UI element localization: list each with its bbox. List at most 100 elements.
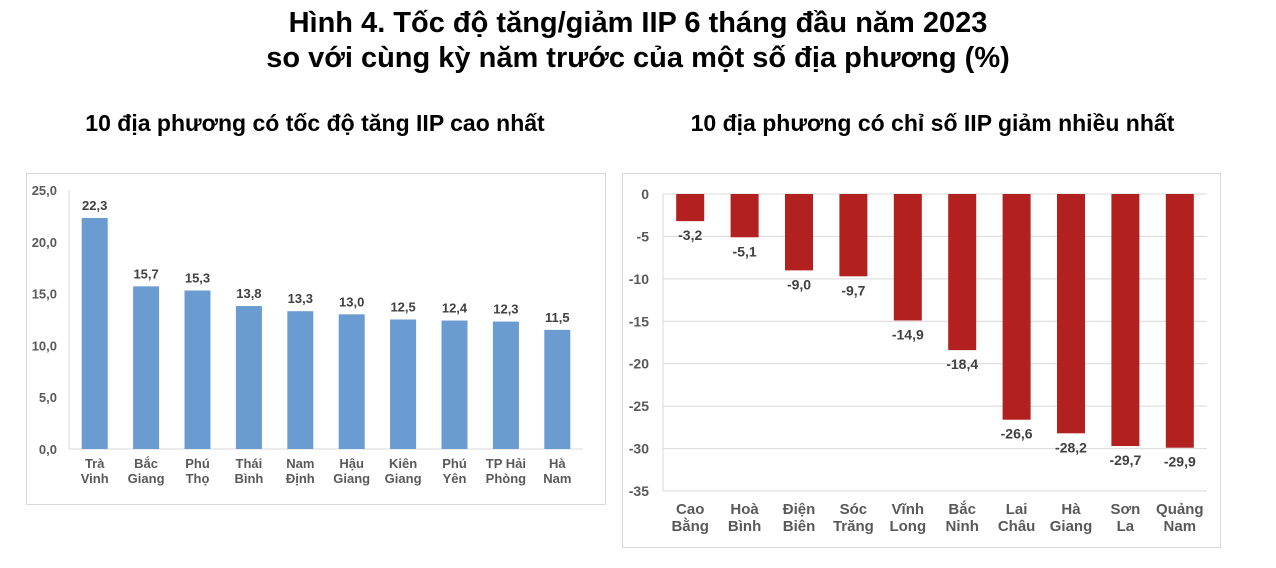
left-chart-panel: 0,0 5,0 10,0 15,0 20,0 25,0 22,3 Trà Vinh 15,7 Bắc… [26,173,606,505]
left-bar-value-label: 22,3 [82,198,107,213]
right-y-tick-label: -35 [629,483,649,499]
left-category-label: Bắc [134,456,158,471]
left-bar [390,319,417,449]
right-bar [1165,194,1194,448]
figure-title-line-2: so với cùng kỳ năm trước của một số địa … [266,42,1010,74]
right-bar-value-label: -18,4 [946,356,978,372]
right-bar [785,194,813,271]
left-bar [492,321,519,449]
left-category-label: Phú [185,456,210,471]
right-category-label: Bắc [948,500,976,518]
right-bar-value-label: -3,2 [678,227,702,243]
right-bar [1057,194,1085,434]
right-category-label: Lai [1006,501,1028,518]
figure-title: Hình 4. Tốc độ tăng/giảm IIP 6 tháng đầu… [0,6,1276,76]
left-bar-value-label: 13,8 [236,286,261,301]
left-category-label: Thọ [186,471,210,486]
left-category-label: Yên [443,471,467,486]
right-bar-value-label: -29,9 [1164,454,1196,470]
left-category-label: Bình [234,471,263,486]
right-category-label: Bình [728,518,761,535]
left-category-label: Nam [543,471,571,486]
right-category-label: Bằng [671,517,709,535]
left-bar [235,306,262,449]
right-category-label: Hà [1061,501,1081,518]
left-bar [81,217,108,449]
right-bar [730,194,759,238]
left-bar [184,290,211,449]
figure-title-line-1: Hình 4. Tốc độ tăng/giảm IIP 6 tháng đầu… [288,7,988,39]
left-y-tick-label: 10,0 [32,338,57,353]
left-category-label: Giang [333,471,370,486]
right-bar-value-label: -26,6 [1001,426,1033,442]
left-category-label: Giang [128,471,165,486]
left-bar [544,329,571,449]
left-category-label: TP Hải [486,456,526,471]
left-category-label: Nam [286,456,314,471]
left-bar [287,311,314,449]
right-category-label: Quảng [1156,501,1204,518]
right-category-label: La [1117,518,1135,535]
left-category-label: Hà [549,456,566,471]
left-bar [441,320,468,449]
right-category-label: Sóc [840,501,868,518]
right-bar-value-label: -9,0 [787,276,811,292]
left-bar-value-label: 12,5 [390,300,415,315]
left-category-label: Phú [442,456,467,471]
right-category-label: Trăng [833,518,874,535]
left-category-label: Giang [385,471,422,486]
right-bar-value-label: -9,7 [841,282,865,298]
right-bar [676,194,705,222]
left-y-tick-label: 0,0 [39,442,57,457]
right-chart-svg: 0-5-10-15-20-25-30-35-3,2CaoBằng-5,1HoàB… [629,186,1207,535]
left-bar [133,286,160,449]
left-category-label: Định [286,471,315,486]
left-category-label: Hậu [339,456,364,471]
right-category-label: Giang [1050,518,1093,535]
right-bar [893,194,922,321]
right-category-label: Điện [783,501,816,518]
right-category-label: Châu [998,518,1036,535]
left-bar-value-label: 15,7 [133,266,158,281]
right-category-label: Biên [783,518,816,535]
right-category-label: Nam [1164,518,1197,535]
right-category-label: Cao [676,501,704,518]
left-bar [338,314,365,449]
right-y-tick-label: -10 [629,271,649,287]
right-bar-value-label: -28,2 [1055,439,1087,455]
left-y-tick-label: 15,0 [32,287,57,302]
left-bar-value-label: 11,5 [545,310,570,325]
right-chart-title: 10 địa phương có chỉ số IIP giảm nhiều n… [690,110,1175,136]
right-bar-value-label: -29,7 [1109,452,1141,468]
right-bar-value-label: -5,1 [733,243,757,259]
left-bar-value-label: 13,3 [288,291,313,306]
left-y-tick-label: 20,0 [32,235,57,250]
right-y-tick-label: -20 [629,356,649,372]
right-bar [1002,194,1031,420]
right-y-tick-label: -25 [629,398,649,414]
left-chart-title: 10 địa phương có tốc độ tăng IIP cao nhấ… [85,110,545,136]
left-category-label: Phòng [486,471,526,486]
right-y-tick-label: -30 [629,441,649,457]
left-bar-value-label: 12,3 [493,302,518,317]
left-bar-value-label: 12,4 [442,301,468,316]
right-chart-panel: 0 -5 -10 -15 -20 -25 -30 -35 -3,2 Cao Bằng -5,1 Hoà B… [622,173,1221,548]
right-bar [839,194,868,277]
right-bar [948,194,977,351]
right-y-tick-label: 0 [641,186,649,202]
left-bar-value-label: 13,0 [339,294,364,309]
left-category-label: Trà [85,456,105,471]
left-category-label: Kiên [389,456,417,471]
right-category-label: Hoà [730,501,759,518]
left-category-label: Thái [236,456,263,471]
right-bar-value-label: -14,9 [892,326,924,342]
left-category-label: Vinh [81,471,109,486]
right-y-tick-label: -5 [637,228,650,244]
left-y-tick-label: 25,0 [32,183,57,198]
left-bar-value-label: 15,3 [185,270,210,285]
right-y-tick-label: -15 [629,313,649,329]
right-bar [1111,194,1140,447]
left-y-tick-label: 5,0 [39,390,57,405]
right-category-label: Ninh [946,518,979,535]
